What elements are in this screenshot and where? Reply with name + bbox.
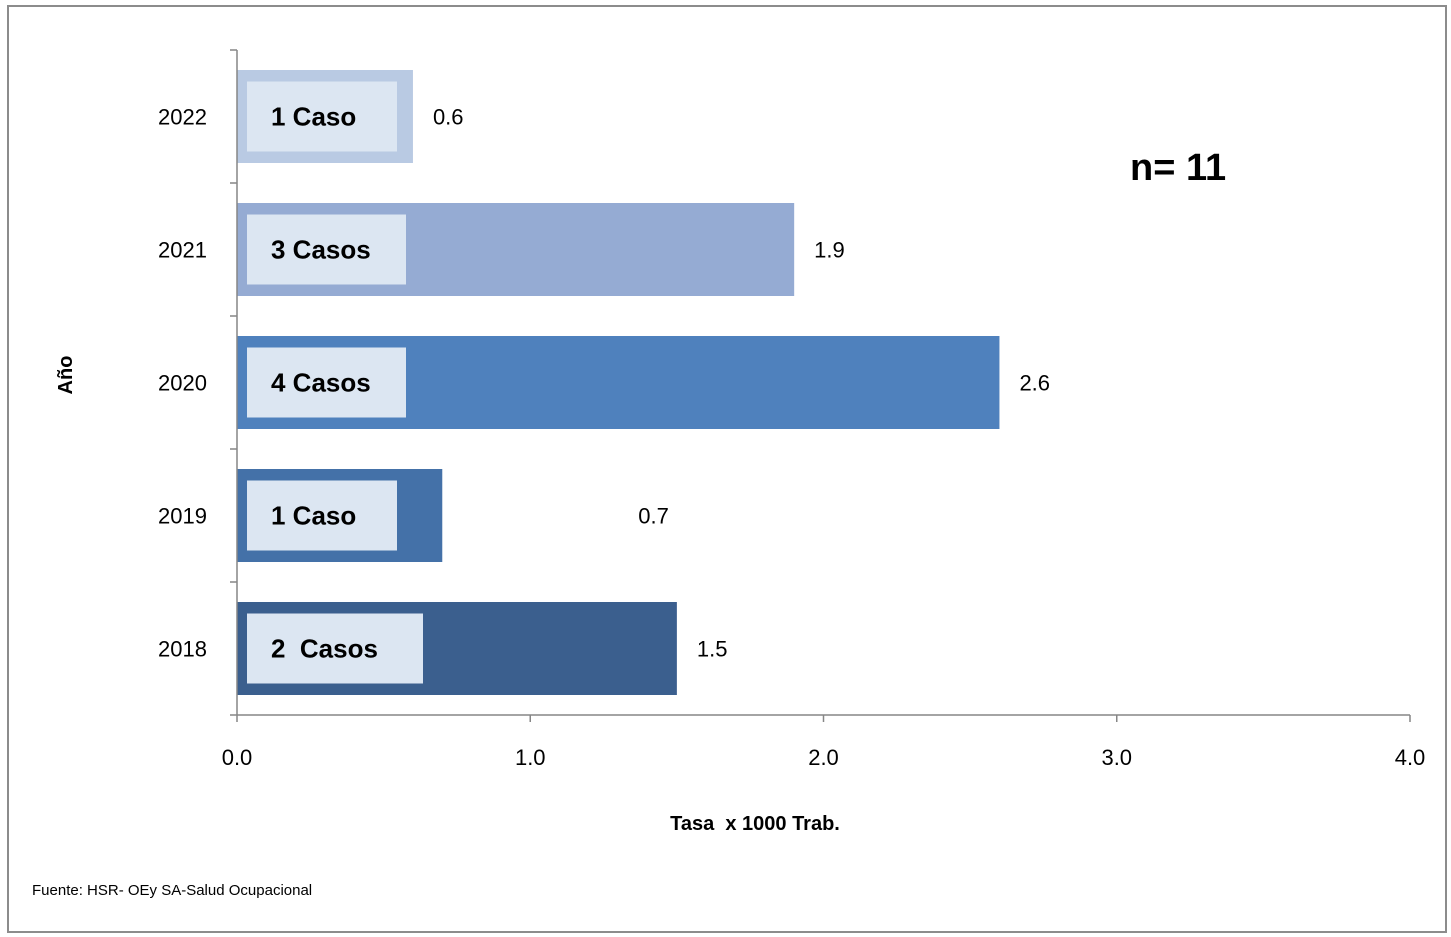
bar-label-box-2020 (247, 347, 406, 418)
axes-group: 2022 2021 2020 2019 2018 0.0 1.0 2.0 3.0 4.0 (158, 49, 1426, 770)
bar-label-2019: 1 Caso (271, 501, 356, 531)
y-axis-title: Año (55, 356, 77, 395)
x-tick-label-4.0: 4.0 (1395, 745, 1426, 770)
y-tick-label-2022: 2022 (158, 105, 207, 130)
bar-label-box-2019 (247, 480, 397, 551)
sample-size-annotation: n= 11 (1130, 147, 1226, 189)
value-label-2018: 1.5 (697, 637, 728, 662)
value-label-2019: 0.7 (638, 504, 669, 529)
y-tick-label-2019: 2019 (158, 504, 207, 529)
bar-label-box-2022 (247, 81, 397, 152)
bar-label-2020: 4 Casos (271, 368, 371, 398)
x-axis-title: Tasa x 1000 Trab. (670, 813, 840, 835)
bar-label-2021: 3 Casos (271, 235, 371, 265)
x-tick-label-1.0: 1.0 (515, 745, 546, 770)
bars-group: 1 Caso 0.6 3 Casos 1.9 4 Casos 2.6 1 Caso 0.7 2 … (237, 70, 1050, 695)
bar-label-box-2018 (247, 613, 423, 684)
y-tick-label-2020: 2020 (158, 371, 207, 396)
value-label-2022: 0.6 (433, 105, 464, 130)
source-note: Fuente: HSR- OEy SA-Salud Ocupacional (32, 882, 312, 899)
bar-label-2018: 2 Casos (271, 634, 378, 664)
value-label-2020: 2.6 (1019, 371, 1050, 396)
bar-label-box-2021 (247, 214, 406, 285)
bar-label-2022: 1 Caso (271, 102, 356, 132)
value-label-2021: 1.9 (814, 238, 845, 263)
x-tick-label-0.0: 0.0 (222, 745, 253, 770)
y-tick-label-2021: 2021 (158, 238, 207, 263)
x-tick-label-2.0: 2.0 (808, 745, 839, 770)
x-tick-label-3.0: 3.0 (1101, 745, 1132, 770)
y-tick-label-2018: 2018 (158, 637, 207, 662)
